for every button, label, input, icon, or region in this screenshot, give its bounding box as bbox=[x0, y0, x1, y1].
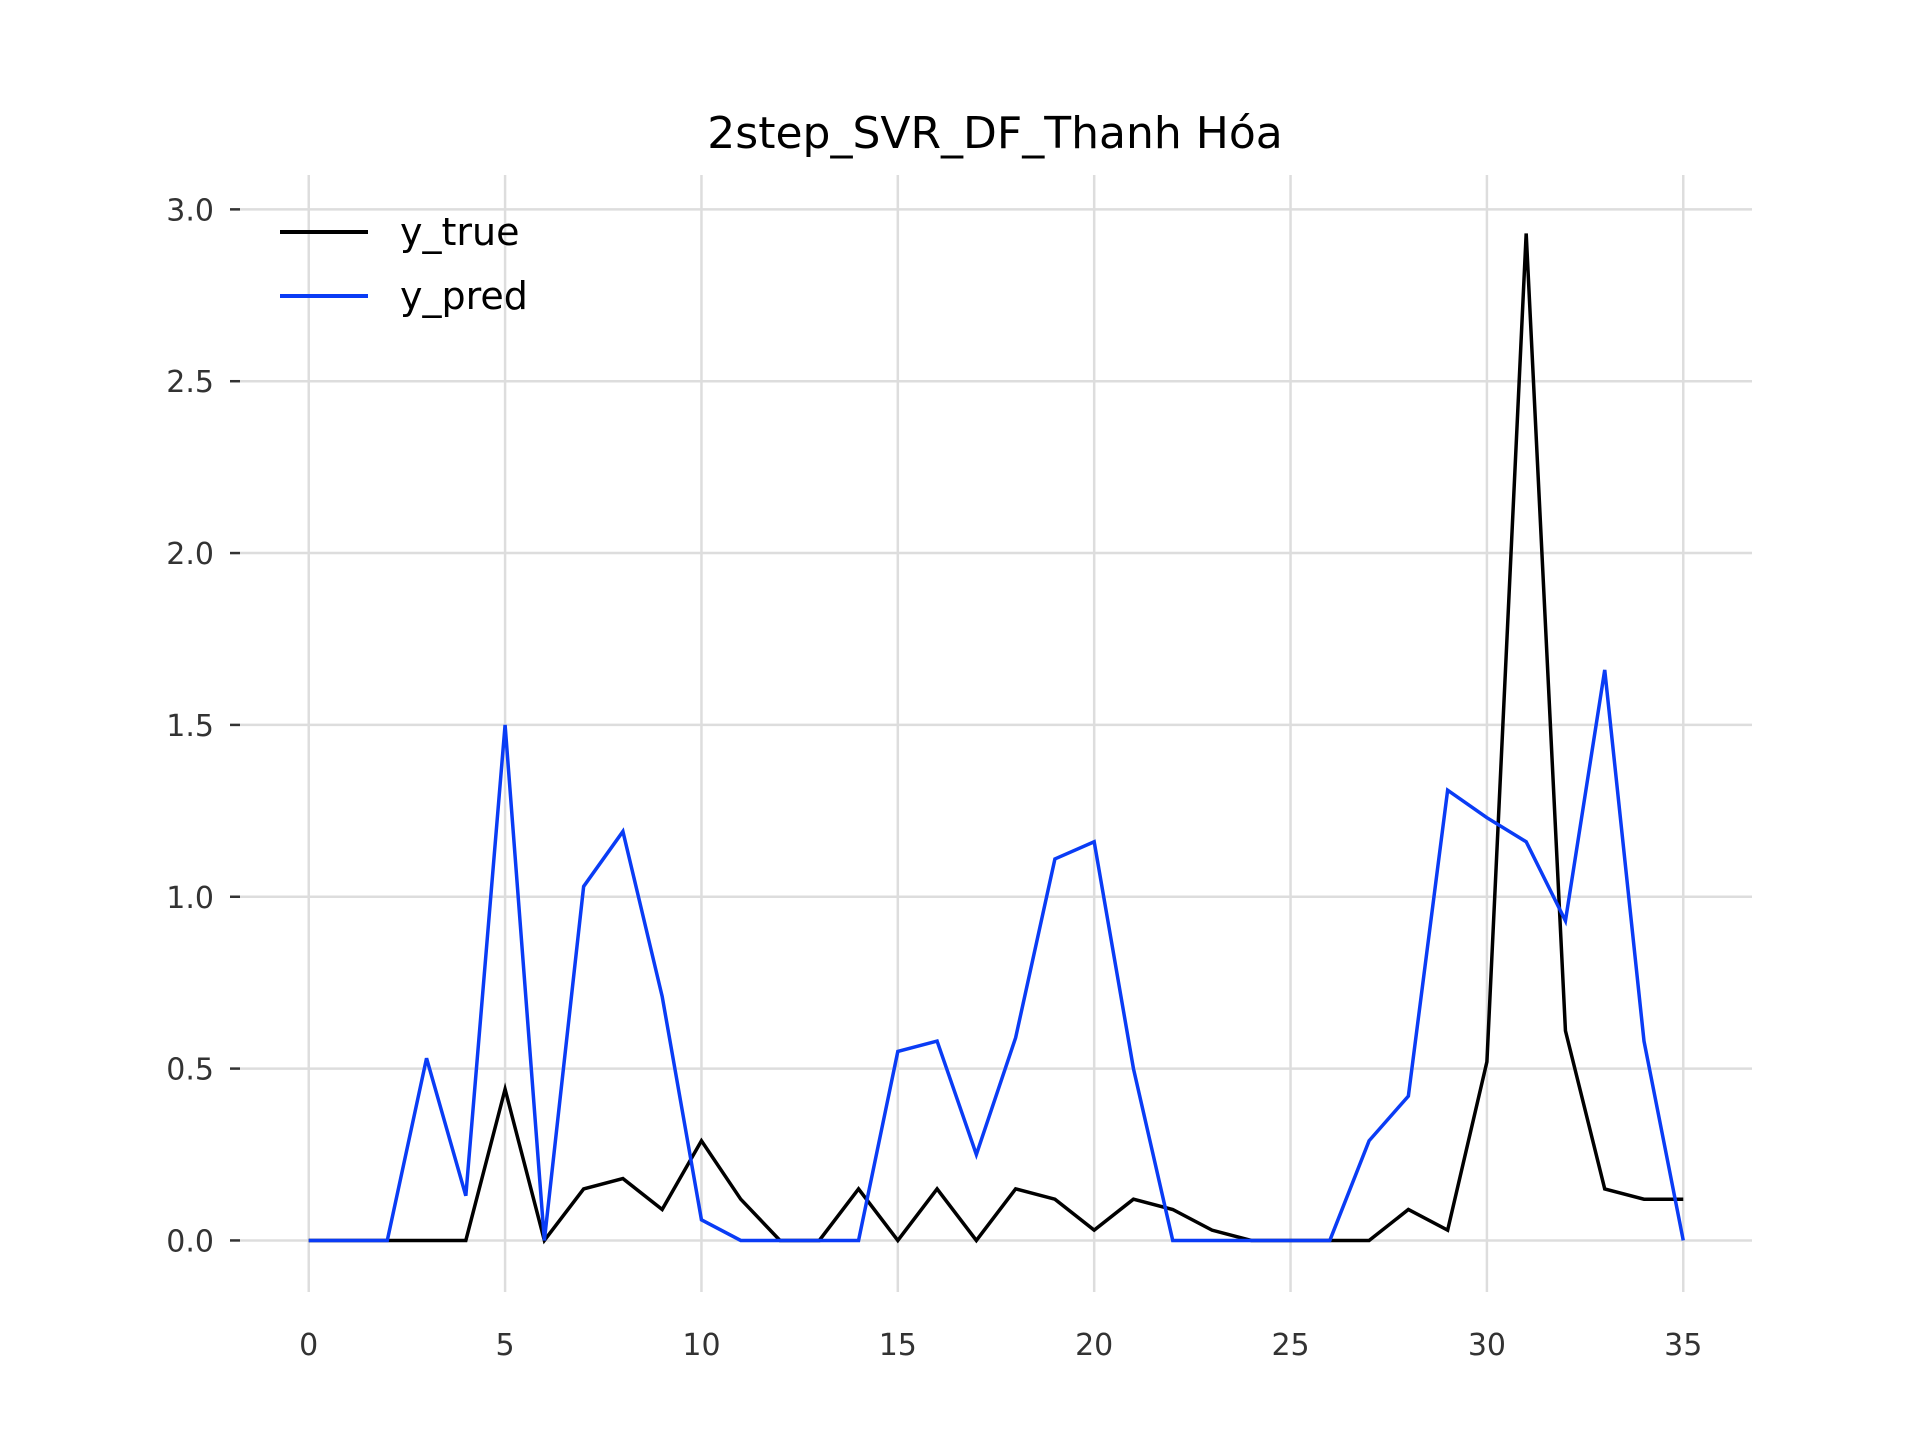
x-tick-label: 0 bbox=[299, 1328, 318, 1363]
x-tick-label: 35 bbox=[1664, 1328, 1702, 1363]
legend: y_true y_pred bbox=[280, 210, 528, 318]
grid bbox=[240, 175, 1752, 1292]
x-tick-label: 20 bbox=[1075, 1328, 1113, 1363]
legend-label-y-true: y_true bbox=[400, 210, 519, 254]
axis-ticks: 0 5 10 15 20 25 30 35 0.0 0.5 1.0 1.5 2.0 2.5 3.0 bbox=[166, 193, 1702, 1363]
y-tick-label: 1.5 bbox=[166, 709, 214, 744]
chart-title: 2step_SVR_DF_Thanh Hóa bbox=[707, 108, 1282, 159]
x-tick-label: 10 bbox=[682, 1328, 720, 1363]
series-line-y-pred bbox=[308, 669, 1685, 1243]
y-tick-label: 2.0 bbox=[166, 537, 214, 572]
series-lines bbox=[308, 233, 1685, 1245]
x-tick-label: 15 bbox=[879, 1328, 917, 1363]
y-tick-label: 1.0 bbox=[166, 881, 214, 916]
y-tick-label: 3.0 bbox=[166, 193, 214, 228]
x-tick-label: 25 bbox=[1271, 1328, 1309, 1363]
series-line-y-true bbox=[308, 233, 1684, 1245]
legend-label-y-pred: y_pred bbox=[400, 274, 528, 318]
y-tick-label: 0.5 bbox=[166, 1053, 214, 1088]
y-tick-label: 2.5 bbox=[166, 365, 214, 400]
x-tick-label: 5 bbox=[496, 1328, 515, 1363]
y-tick-label: 0.0 bbox=[166, 1224, 214, 1259]
x-tick-label: 30 bbox=[1468, 1328, 1506, 1363]
